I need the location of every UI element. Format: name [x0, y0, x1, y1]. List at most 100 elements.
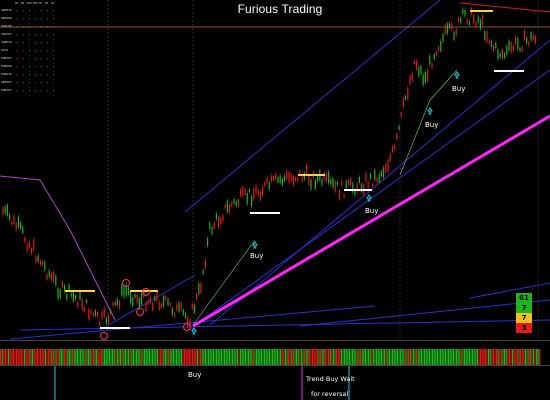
- candle-body: [290, 173, 292, 181]
- candle-body: [99, 321, 101, 326]
- histogram-bar: [105, 349, 107, 365]
- dashboard-arrow-icon: ↑: [46, 88, 49, 93]
- candle-body: [479, 19, 481, 30]
- candle-body: [442, 33, 444, 42]
- candle-body: [314, 179, 316, 190]
- candle-body: [413, 60, 415, 64]
- histogram-bar: [100, 349, 102, 365]
- histogram-bar: [51, 349, 53, 365]
- histogram-bar: [108, 349, 110, 365]
- candle-body: [530, 32, 532, 41]
- candle-body: [178, 302, 180, 312]
- buy-label: Buy: [365, 207, 379, 215]
- histogram-bar: [276, 349, 278, 365]
- histogram-bar: [233, 349, 235, 365]
- candle-body: [145, 302, 147, 312]
- histogram-bar: [248, 349, 250, 365]
- histogram-bar: [227, 349, 229, 365]
- histogram-bar: [444, 349, 446, 365]
- histogram-bar: [257, 349, 259, 365]
- candle-body: [220, 217, 222, 225]
- histogram-bar: [259, 349, 261, 365]
- candle-body: [191, 303, 193, 309]
- histogram-bar: [296, 349, 298, 365]
- dashboard-arrow-icon: ↑: [46, 8, 49, 13]
- candle-body: [33, 239, 35, 251]
- histogram-bar: [292, 349, 294, 365]
- dashboard-arrow-icon: ↑: [22, 24, 25, 29]
- histogram-bar: [208, 349, 210, 365]
- trend-line[interactable]: [192, 114, 550, 328]
- candle-body: [521, 46, 523, 52]
- candle-body: [334, 180, 336, 192]
- candle-body: [66, 294, 68, 300]
- histogram-bar: [361, 349, 363, 365]
- histogram-bar: [329, 349, 331, 365]
- dashboard-arrow-icon: ↑: [28, 64, 31, 69]
- histogram-bar: [299, 349, 301, 365]
- histogram-bar: [294, 349, 296, 365]
- histogram-bar: [115, 349, 117, 365]
- candle-body: [143, 290, 145, 297]
- dashboard-arrow-icon: ↑: [28, 80, 31, 85]
- histogram-bar: [520, 349, 522, 365]
- histogram-bar: [268, 349, 270, 365]
- histogram-bar: [180, 349, 182, 365]
- histogram-bar: [9, 349, 11, 365]
- dashboard-arrow-icon: ↑: [22, 40, 25, 45]
- histogram-bar: [80, 349, 82, 365]
- candle-body: [409, 75, 411, 85]
- dashboard-arrow-icon: ↑: [28, 16, 31, 21]
- histogram-bar: [73, 349, 75, 365]
- candle-body: [79, 290, 81, 300]
- histogram-bar: [76, 349, 78, 365]
- candle-body: [20, 222, 22, 230]
- histogram-bar: [360, 349, 362, 365]
- dashboard-arrow-icon: ↑: [22, 8, 25, 13]
- candle-body: [356, 183, 358, 193]
- histogram-bar: [283, 349, 285, 365]
- histogram-bar: [307, 349, 309, 365]
- histogram-bar: [331, 349, 333, 365]
- histogram-bar: [510, 349, 512, 365]
- histogram-bar: [43, 349, 45, 365]
- candle-body: [9, 214, 11, 220]
- histogram-bar: [417, 349, 419, 365]
- candle-body: [295, 177, 297, 182]
- histogram-bar: [499, 349, 501, 365]
- candle-body: [189, 319, 191, 330]
- histogram-bar: [187, 349, 189, 365]
- histogram-bar: [537, 349, 539, 365]
- histogram-bar: [288, 349, 290, 365]
- histogram-bar: [388, 349, 390, 365]
- dashboard-arrow-icon: ↑: [46, 80, 49, 85]
- histogram-bar: [523, 349, 525, 365]
- histogram-bar: [308, 349, 310, 365]
- histogram-bar: [534, 349, 536, 365]
- histogram-bar: [539, 349, 541, 365]
- candle-body: [152, 302, 154, 311]
- dashboard-arrow-icon: ↑: [28, 40, 31, 45]
- dashboard-header-m30: M30: [33, 2, 38, 5]
- dashboard-header-h4: H4: [45, 2, 49, 5]
- dashboard-pair-gbpusd: GBPUSD: [1, 8, 12, 12]
- histogram-bar: [150, 349, 152, 365]
- histogram-bar: [174, 349, 176, 365]
- candle-body: [77, 301, 79, 308]
- histogram-bar: [182, 349, 184, 365]
- histogram-bar: [84, 349, 86, 365]
- histogram-bar: [284, 349, 286, 365]
- histogram-bar: [145, 349, 147, 365]
- dashboard-arrow-icon: ↑: [22, 16, 25, 21]
- dashboard-arrow-icon: ↑: [16, 64, 19, 69]
- candle-body: [222, 215, 224, 222]
- candle-body: [57, 287, 59, 300]
- histogram-bar: [428, 349, 430, 365]
- upper-line: [459, 2, 550, 13]
- candle-body: [114, 301, 116, 306]
- dashboard-arrow-icon: ↑: [16, 8, 19, 13]
- dashboard-arrow-icon: ↑: [16, 80, 19, 85]
- histogram-bar: [345, 349, 347, 365]
- candle-body: [55, 275, 57, 286]
